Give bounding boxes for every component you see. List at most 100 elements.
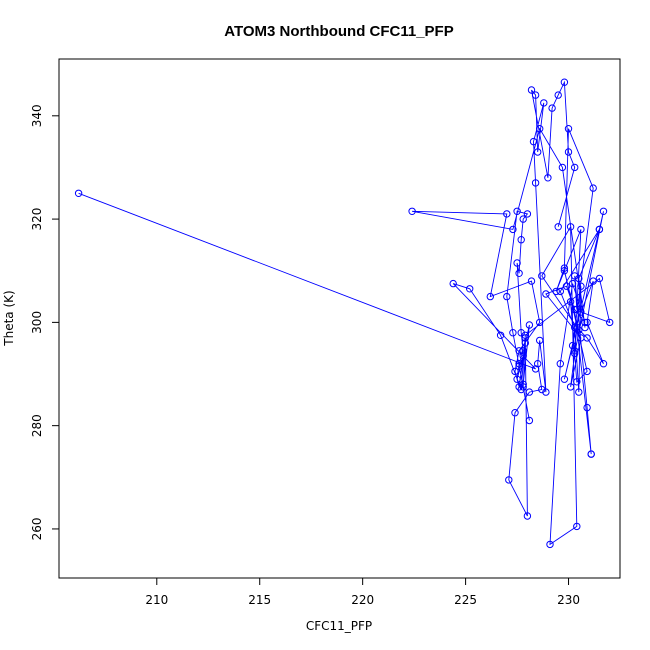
data-point — [74, 189, 83, 198]
data-point — [538, 385, 546, 394]
data-point — [521, 331, 529, 339]
x-axis-label: CFC11_PFP — [306, 619, 372, 633]
data-point — [525, 388, 534, 396]
data-point — [573, 305, 581, 314]
data-point — [571, 272, 579, 280]
chart-title: ATOM3 Northbound CFC11_PFP — [224, 23, 453, 40]
data-point — [589, 277, 597, 285]
data-point — [503, 210, 511, 218]
data-point — [540, 99, 548, 107]
y-tick-label: 260 — [30, 517, 44, 540]
data-point — [552, 287, 560, 296]
data-point — [496, 331, 505, 339]
data-point — [519, 380, 527, 388]
data-point — [542, 290, 550, 298]
data-point — [583, 403, 591, 412]
data-point — [564, 148, 573, 156]
data-point — [571, 323, 579, 332]
data-point — [595, 274, 604, 283]
data-point — [521, 339, 529, 347]
data-point — [542, 388, 550, 396]
data-point — [548, 104, 556, 112]
y-tick-label: 320 — [30, 208, 44, 231]
plot-frame — [58, 58, 621, 579]
data-point — [515, 269, 523, 277]
data-point — [554, 223, 562, 231]
data-point — [556, 360, 564, 368]
data-point — [583, 367, 591, 376]
data-point — [581, 323, 589, 332]
data-point — [527, 277, 536, 285]
data-point — [564, 125, 573, 133]
data-point — [575, 388, 583, 396]
data-point — [515, 360, 523, 368]
y-axis: 260 280 300 320 340 — [30, 104, 60, 540]
data-point — [408, 207, 416, 216]
data-point — [560, 78, 569, 86]
data-point — [515, 383, 523, 391]
y-tick-label: 340 — [30, 104, 44, 127]
data-point — [568, 279, 577, 288]
data-point — [599, 207, 608, 216]
data-point — [573, 522, 581, 531]
data-point — [573, 378, 581, 386]
data-point — [571, 349, 579, 358]
data-point — [560, 264, 569, 272]
data-point — [581, 318, 589, 327]
data-point — [531, 91, 540, 99]
data-point — [566, 223, 575, 231]
x-tick-label: 210 — [145, 593, 168, 607]
data-point — [517, 236, 525, 244]
data-point — [517, 329, 525, 337]
data-point — [571, 163, 579, 172]
data-point — [575, 326, 583, 334]
data-point — [486, 292, 494, 301]
y-tick-label: 280 — [30, 414, 44, 437]
data-point — [513, 375, 521, 383]
series-line — [78, 80, 611, 546]
data-point — [515, 362, 523, 370]
data-point — [554, 91, 562, 99]
data-point — [519, 215, 527, 223]
data-point — [523, 210, 532, 218]
data-point — [536, 336, 544, 345]
data-point — [575, 274, 583, 283]
data-point — [560, 375, 569, 383]
data-point — [560, 267, 569, 275]
data-point — [566, 298, 575, 306]
data-point — [562, 282, 571, 290]
data-point — [525, 321, 534, 329]
data-point — [571, 305, 579, 314]
data-point — [606, 318, 614, 327]
data-point — [513, 207, 521, 216]
x-tick-label: 215 — [248, 593, 271, 607]
data-point — [536, 318, 544, 327]
data-point — [577, 282, 585, 290]
x-axis: 210 215 220 225 230 — [145, 577, 580, 607]
data-point — [505, 476, 513, 484]
data-point — [536, 125, 544, 133]
data-point — [558, 163, 567, 172]
data-point — [534, 148, 542, 156]
data-point — [513, 259, 521, 267]
data-point — [511, 409, 519, 417]
data-point — [449, 279, 457, 288]
data-point — [599, 360, 608, 368]
data-point — [534, 360, 542, 368]
data-point — [466, 285, 474, 293]
data-point — [577, 334, 585, 342]
data-point — [529, 137, 538, 146]
data-point — [525, 416, 534, 425]
y-axis-label: Theta (K) — [2, 290, 16, 346]
data-point — [503, 292, 511, 301]
series-layer — [74, 78, 614, 549]
data-point — [519, 352, 527, 360]
data-point — [519, 383, 527, 391]
data-point — [511, 367, 519, 376]
data-point — [577, 225, 585, 234]
data-point — [538, 272, 546, 280]
data-point — [595, 225, 604, 234]
data-point — [509, 225, 517, 234]
data-point — [515, 347, 523, 355]
